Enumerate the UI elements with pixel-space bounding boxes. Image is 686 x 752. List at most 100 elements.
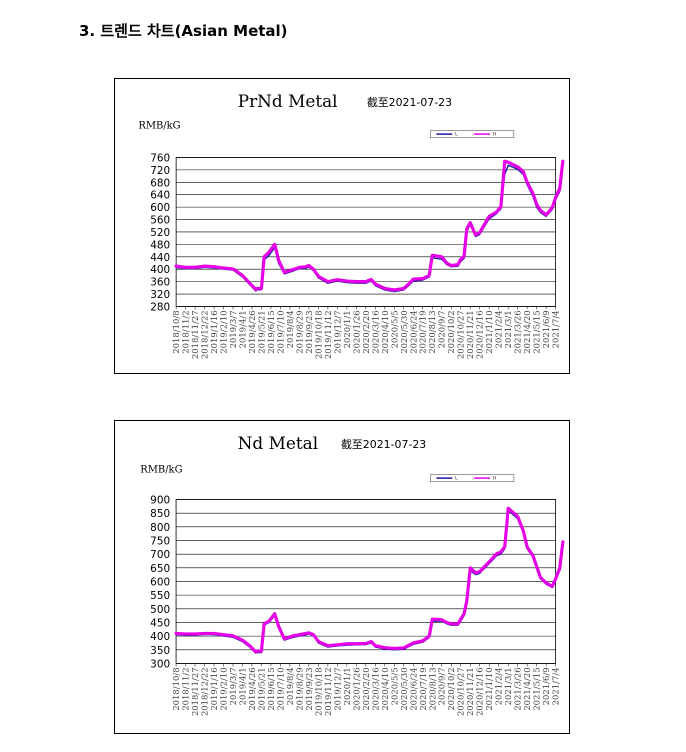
- x-tick-label: 2019/3/7: [228, 310, 238, 348]
- x-tick-label: 2020/4/10: [380, 667, 390, 710]
- y-tick-label: 650: [150, 563, 170, 575]
- x-tick-label: 2018/11/27: [190, 310, 200, 359]
- x-tick-label: 2018/11/2: [181, 667, 191, 710]
- series-line-L: [175, 163, 564, 293]
- y-axis-unit: RMB/kG: [140, 465, 182, 476]
- x-tick-label: 2019/9/23: [304, 310, 314, 353]
- x-tick-label: 2019/8/29: [294, 310, 304, 353]
- x-tick-label: 2018/10/8: [171, 667, 181, 710]
- x-tick-label: 2018/12/22: [200, 667, 210, 716]
- x-tick-label: 2019/5/21: [256, 667, 266, 710]
- x-tick-label: 2021/1/10: [484, 667, 494, 710]
- x-tick-label: 2019/12/7: [332, 667, 342, 710]
- y-tick-label: 320: [150, 289, 170, 301]
- x-tick-label: 2020/11/21: [465, 310, 475, 359]
- y-tick-label: 700: [150, 549, 170, 561]
- legend-label-L: L: [455, 132, 458, 137]
- chart-title: PrNd Metal: [238, 91, 338, 111]
- legend-box: [430, 130, 515, 138]
- x-tick-label: 2021/4/20: [522, 310, 532, 353]
- chart-date-note: 截至2021-07-23: [367, 95, 452, 109]
- x-tick-label: 2018/11/27: [190, 667, 200, 716]
- x-tick-label: 2020/7/19: [418, 667, 428, 710]
- x-tick-label: 2020/5/5: [389, 310, 399, 348]
- y-tick-label: 680: [150, 177, 170, 189]
- x-tick-label: 2020/4/10: [380, 310, 390, 353]
- nd-chart-panel: Nd Metal 截至2021-07-23 RMB/kG L H 900 850 800 750…: [114, 420, 570, 734]
- x-tick-label: 2019/1/16: [209, 667, 219, 710]
- x-tick-label: 2019/3/7: [228, 667, 238, 705]
- x-tick-label: 2020/10/2: [446, 667, 456, 710]
- x-tick-label: 2020/1/26: [351, 667, 361, 710]
- y-tick-label: 300: [150, 658, 170, 670]
- x-tick-label: 2020/9/7: [437, 310, 447, 348]
- y-tick-label: 900: [150, 494, 170, 506]
- x-tick-label: 2018/11/2: [181, 310, 191, 353]
- x-tick-label: 2021/7/4: [551, 310, 561, 348]
- x-tick-label: 2021/5/15: [532, 667, 542, 710]
- x-tick-label: 2020/11/21: [465, 667, 475, 716]
- y-tick-label: 400: [150, 631, 170, 643]
- x-tick-label: 2019/11/12: [323, 667, 333, 716]
- prnd-chart-panel: PrNd Metal 截至2021-07-23 RMB/kG L H 760 720 680 6…: [114, 78, 570, 374]
- x-tick-label: 2020/6/24: [408, 667, 418, 710]
- y-tick-label: 350: [150, 645, 170, 657]
- x-tick-label: 2021/3/1: [503, 667, 513, 705]
- y-tick-label: 520: [150, 227, 170, 239]
- x-tick-label: 2020/7/19: [418, 310, 428, 353]
- legend-box: [430, 474, 515, 482]
- x-tick-label: 2021/3/26: [513, 310, 523, 353]
- x-tick-label: 2020/1/26: [351, 310, 361, 353]
- y-tick-label: 360: [150, 277, 170, 289]
- x-tick-label: 2021/5/15: [532, 310, 542, 353]
- x-tick-label: 2019/4/1: [237, 667, 247, 705]
- x-tick-label: 2020/1/1: [342, 310, 352, 348]
- y-tick-label: 440: [150, 252, 170, 264]
- x-tick-label: 2020/2/20: [361, 667, 371, 710]
- y-tick-label: 450: [150, 617, 170, 629]
- y-tick-label: 480: [150, 239, 170, 251]
- x-tick-label: 2020/10/27: [456, 667, 466, 716]
- y-tick-label: 850: [150, 508, 170, 520]
- x-tick-label: 2020/12/16: [475, 310, 485, 359]
- y-tick-label: 760: [150, 152, 170, 164]
- chart-title: Nd Metal: [238, 433, 318, 453]
- x-tick-label: 2019/10/18: [313, 310, 323, 359]
- y-tick-label: 600: [150, 576, 170, 588]
- x-tick-label: 2019/4/1: [238, 310, 248, 348]
- y-tick-label: 750: [150, 535, 170, 547]
- x-tick-label: 2021/3/1: [503, 310, 513, 348]
- x-tick-label: 2019/4/26: [247, 310, 257, 353]
- x-tick-label: 2019/10/18: [313, 667, 323, 716]
- x-tick-label: 2019/12/7: [332, 310, 342, 353]
- x-tick-label: 2019/8/4: [285, 667, 295, 705]
- x-tick-label: 2019/1/16: [209, 310, 219, 353]
- y-tick-label: 800: [150, 522, 170, 534]
- x-tick-label: 2020/2/20: [361, 310, 371, 353]
- section-heading: 3. 트렌드 차트(Asian Metal): [79, 22, 288, 40]
- x-tick-label: 2019/4/26: [247, 667, 257, 710]
- y-tick-label: 280: [150, 301, 170, 313]
- x-tick-label: 2019/9/23: [304, 667, 314, 710]
- x-tick-label: 2018/10/8: [171, 310, 181, 353]
- x-tick-label: 2020/8/13: [427, 667, 437, 710]
- x-tick-label: 2019/8/29: [294, 667, 304, 710]
- x-tick-label: 2021/4/20: [522, 667, 532, 710]
- x-tick-label: 2019/11/12: [323, 310, 333, 359]
- x-tick-label: 2019/7/10: [275, 310, 285, 353]
- x-tick-label: 2019/8/4: [285, 310, 295, 348]
- legend-label-L: L: [455, 476, 458, 481]
- x-tick-label: 2020/10/27: [456, 310, 466, 359]
- x-tick-label: 2019/5/21: [256, 310, 266, 353]
- x-tick-label: 2021/7/4: [551, 667, 561, 705]
- x-tick-label: 2020/1/1: [342, 667, 352, 705]
- x-tick-label: 2021/2/4: [494, 667, 504, 705]
- x-tick-label: 2021/2/4: [494, 310, 504, 348]
- x-tick-label: 2020/5/30: [399, 667, 409, 710]
- chart-date-note: 截至2021-07-23: [341, 437, 426, 451]
- x-tick-label: 2020/8/13: [427, 310, 437, 353]
- series-line-H: [174, 159, 565, 292]
